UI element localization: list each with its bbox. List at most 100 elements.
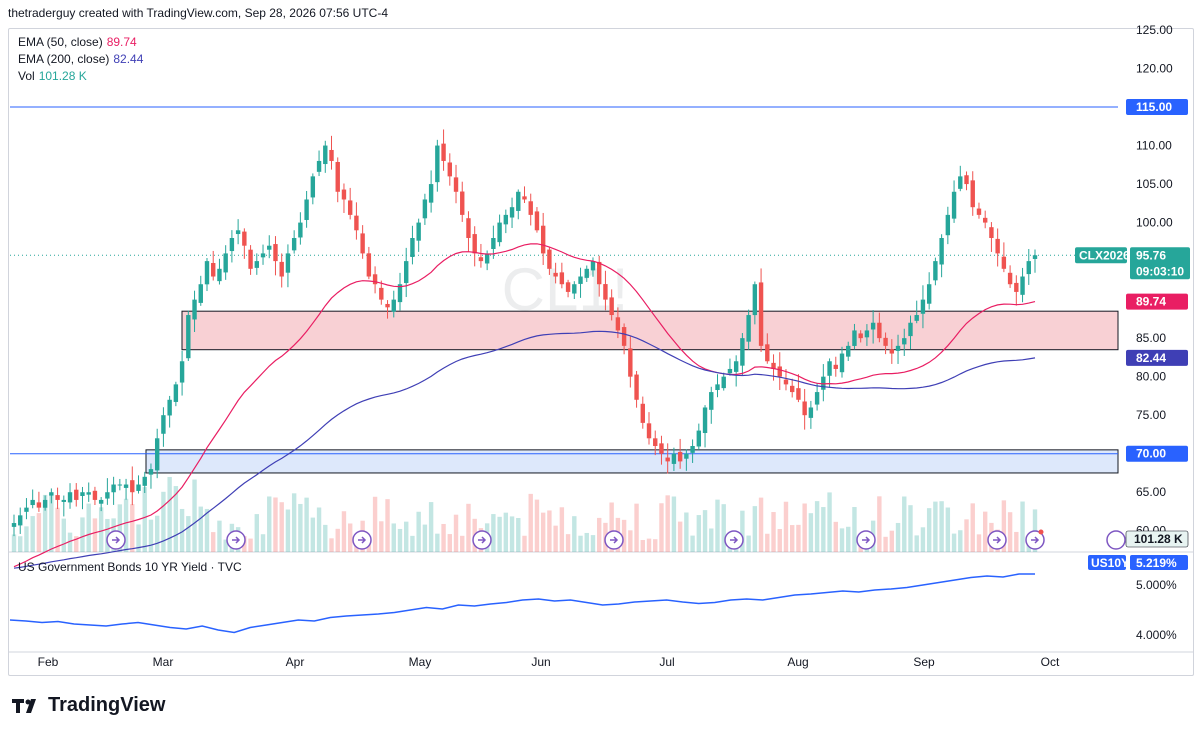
volume-bar (304, 497, 309, 552)
candle-body (211, 262, 216, 277)
candle-body (273, 244, 278, 262)
legend-ema50[interactable]: EMA (50, close) 89.74 (18, 35, 137, 49)
us10y-symbol: US10Y (1091, 556, 1129, 570)
volume-bar (497, 516, 502, 552)
volume-bar (179, 508, 185, 552)
candle-body (404, 261, 409, 284)
tag-ema50: 89.74 (1136, 295, 1166, 309)
volume-bar (55, 507, 60, 552)
volume-bar (833, 521, 838, 552)
candle-body (428, 184, 434, 203)
volume-bar (391, 523, 396, 552)
candle-body (385, 303, 390, 308)
volume-bar (752, 506, 758, 552)
volume-bar (821, 507, 826, 552)
price-tag: 95.76 (1136, 248, 1166, 262)
tag-70: 70.00 (1136, 447, 1166, 461)
volume-bar (310, 517, 316, 552)
tag-ema50-bg (1126, 293, 1188, 310)
candle-body (11, 523, 17, 527)
event-arrow (1031, 536, 1040, 544)
volume-bar (379, 521, 384, 552)
candle-body (298, 222, 303, 238)
volume-bar (130, 504, 135, 552)
candle-body (572, 284, 577, 294)
volume-bar (267, 496, 272, 552)
candle-body (945, 214, 951, 236)
volume-bar (715, 499, 720, 552)
x-axis-label: May (409, 655, 432, 669)
volume-bar (98, 507, 104, 552)
sub-legend: US Government Bonds 10 YR Yield · TVC (18, 560, 242, 574)
tradingview-logo[interactable]: TradingView (12, 694, 165, 717)
candle-body (229, 238, 235, 252)
volume-bar (516, 517, 521, 552)
candle-body (42, 499, 48, 508)
volume-bar (192, 479, 197, 552)
candle-body (628, 348, 633, 377)
volume-bar (447, 534, 452, 552)
vol-tag: 101.28 K (1134, 532, 1183, 546)
volume-bar (372, 496, 378, 552)
candle-body (161, 415, 166, 434)
candle-body (30, 499, 35, 506)
candle-body (553, 272, 558, 277)
event-arrow (358, 536, 367, 544)
volume-bar (584, 532, 589, 552)
volume-bar (260, 534, 266, 552)
candle-body (217, 268, 222, 282)
candle-body (67, 492, 73, 503)
candle-body (130, 480, 135, 493)
volume-bar (410, 535, 415, 552)
candle-body (902, 338, 907, 345)
legend-vol-value: 101.28 K (38, 69, 87, 83)
candle-body (491, 238, 496, 249)
volume-bar (198, 506, 203, 552)
candle-body (279, 261, 284, 277)
volume-bar (771, 512, 776, 552)
volume-bar (522, 535, 527, 552)
volume-bar (653, 539, 658, 552)
legend-ema200[interactable]: EMA (200, close) 82.44 (18, 52, 143, 66)
candle-body (690, 446, 695, 453)
volume-bar (970, 503, 975, 552)
tag-70-bg (1126, 445, 1188, 462)
price-axis-label: 105.00 (1136, 177, 1173, 191)
watermark: CL1! (502, 256, 629, 323)
candle-body (198, 284, 203, 303)
candle-body (659, 443, 664, 454)
volume-bar (964, 519, 969, 552)
volume-bar (291, 493, 297, 552)
volume-bar (721, 504, 726, 552)
tag-115-bg (1126, 99, 1188, 116)
volume-bar (298, 503, 303, 552)
legend-vol[interactable]: Vol 101.28 K (18, 69, 87, 83)
us10y-value: 5.219% (1136, 556, 1177, 570)
volume-bar (1007, 512, 1013, 552)
x-axis-label: Oct (1041, 655, 1060, 669)
us10y-value-bg (1130, 555, 1188, 570)
volume-bar (123, 498, 129, 552)
volume-bar (86, 503, 91, 552)
event-arrow (730, 536, 739, 544)
candle-body (167, 399, 172, 416)
volume-bar (347, 523, 353, 552)
volume-bar (540, 512, 546, 552)
candle-body (665, 457, 670, 462)
volume-bar (709, 528, 714, 552)
candle-body (684, 453, 689, 459)
candle-body (590, 261, 596, 271)
candle-body (509, 207, 515, 218)
volume-bar (547, 510, 552, 552)
volume-bar (839, 528, 845, 552)
candle-body (908, 322, 913, 337)
candle-body (435, 145, 440, 183)
volume-bar (24, 526, 29, 552)
candle-body (61, 499, 67, 502)
volume-bar (746, 535, 751, 552)
candle-body (870, 322, 876, 330)
candle-body (204, 261, 210, 285)
candle-body (154, 438, 160, 471)
volume-bar (441, 523, 446, 552)
